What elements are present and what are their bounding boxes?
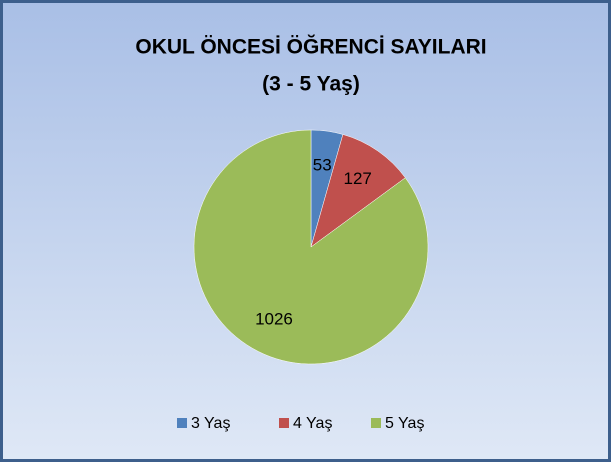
pie-slice [193, 129, 429, 365]
chart-subtitle: (3 - 5 Yaş) [262, 73, 360, 96]
chart-title: OKUL ÖNCESİ ÖĞRENCİ SAYILARI [135, 35, 486, 59]
data-label: 53 [313, 155, 332, 174]
legend-label: 5 Yaş [385, 415, 424, 432]
legend-swatch [177, 418, 187, 428]
pie-slice [310, 134, 406, 248]
legend-label: 3 Yaş [191, 415, 230, 432]
legend-label: 4 Yaş [293, 415, 332, 432]
data-label: 127 [344, 169, 372, 188]
legend-swatch [371, 418, 381, 428]
data-label: 1026 [255, 310, 293, 329]
legend-swatch [279, 418, 289, 428]
